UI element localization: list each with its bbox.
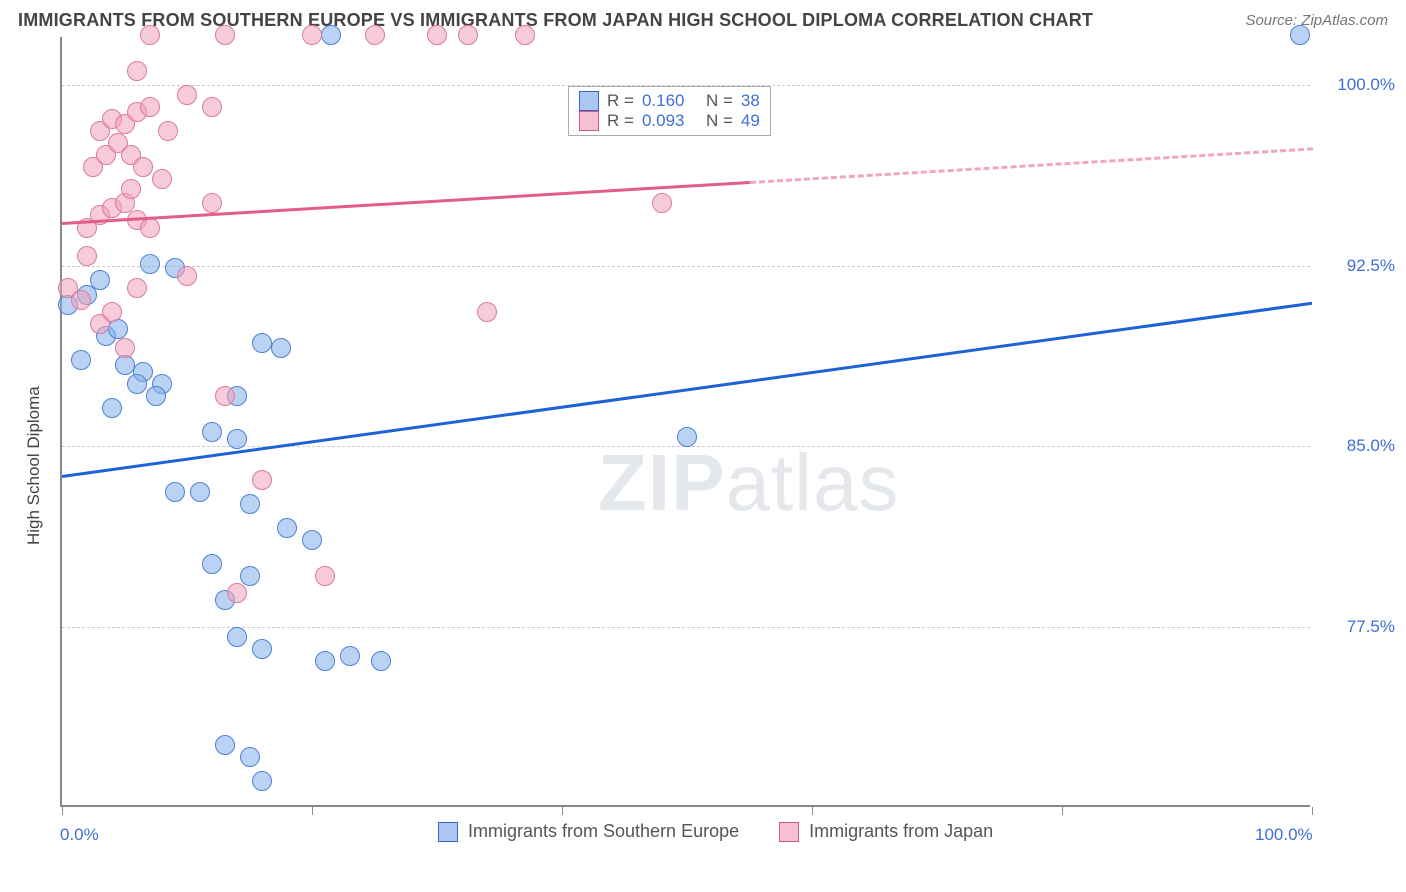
legend-r-label: R = [607,91,634,111]
data-point-japan [127,61,147,81]
data-point-southern-europe [315,651,335,671]
data-point-japan [477,302,497,322]
data-point-southern-europe [90,270,110,290]
data-point-japan [140,218,160,238]
legend-r-label: R = [607,111,634,131]
data-point-southern-europe [240,494,260,514]
data-point-japan [302,25,322,45]
data-point-southern-europe [202,554,222,574]
y-tick-label: 92.5% [1315,256,1395,276]
data-point-japan [252,470,272,490]
data-point-japan [121,179,141,199]
gridline [62,627,1310,628]
data-point-japan [177,85,197,105]
data-point-japan [215,25,235,45]
trend-line-japan [749,148,1312,185]
y-tick-label: 77.5% [1315,617,1395,637]
data-point-southern-europe [165,482,185,502]
data-point-japan [102,302,122,322]
data-point-southern-europe [146,386,166,406]
legend-r-value: 0.093 [642,111,698,131]
legend-label: Immigrants from Southern Europe [468,821,739,842]
legend-row: R = 0.160 N = 38 [579,91,760,111]
data-point-southern-europe [252,333,272,353]
data-point-japan [140,97,160,117]
data-point-southern-europe [340,646,360,666]
x-tick-label-max: 100.0% [1255,825,1313,845]
data-point-japan [227,583,247,603]
legend-series: Immigrants from Southern Europe Immigrant… [438,821,993,842]
data-point-southern-europe [302,530,322,550]
x-tick [62,807,63,815]
chart-source: Source: ZipAtlas.com [1245,12,1388,29]
legend-row: R = 0.093 N = 49 [579,111,760,131]
data-point-japan [158,121,178,141]
data-point-southern-europe [271,338,291,358]
data-point-southern-europe [371,651,391,671]
legend-r-value: 0.160 [642,91,698,111]
data-point-southern-europe [190,482,210,502]
legend-swatch [579,111,599,131]
data-point-southern-europe [71,350,91,370]
data-point-japan [458,25,478,45]
y-axis-label: High School Diploma [24,386,44,545]
chart-area: 100.0%92.5%85.0%77.5% 0.0% 100.0% High Scho… [18,37,1388,867]
data-point-japan [127,278,147,298]
y-tick-label: 85.0% [1315,436,1395,456]
data-point-southern-europe [677,427,697,447]
legend-correlation: R = 0.160 N = 38 R = 0.093 N = 49 [568,86,771,136]
plot-area: 100.0%92.5%85.0%77.5% [60,37,1310,807]
data-point-japan [177,266,197,286]
x-tick [312,807,313,815]
data-point-southern-europe [321,25,341,45]
data-point-japan [140,25,160,45]
trend-line-southern-europe [62,302,1312,478]
data-point-japan [365,25,385,45]
data-point-japan [152,169,172,189]
legend-swatch [579,91,599,111]
chart-title: IMMIGRANTS FROM SOUTHERN EUROPE VS IMMIG… [18,10,1093,31]
data-point-japan [202,97,222,117]
data-point-southern-europe [252,639,272,659]
legend-n-value: 49 [741,111,760,131]
gridline [62,266,1310,267]
data-point-japan [133,157,153,177]
data-point-japan [215,386,235,406]
data-point-southern-europe [252,771,272,791]
y-tick-label: 100.0% [1315,75,1395,95]
data-point-japan [71,290,91,310]
data-point-southern-europe [227,429,247,449]
data-point-southern-europe [277,518,297,538]
data-point-southern-europe [227,627,247,647]
legend-item: Immigrants from Japan [779,821,993,842]
data-point-japan [315,566,335,586]
data-point-japan [77,246,97,266]
chart-header: IMMIGRANTS FROM SOUTHERN EUROPE VS IMMIG… [0,0,1406,37]
legend-n-label: N = [706,111,733,131]
legend-n-value: 38 [741,91,760,111]
data-point-southern-europe [127,374,147,394]
data-point-southern-europe [102,398,122,418]
data-point-japan [652,193,672,213]
data-point-southern-europe [215,735,235,755]
x-tick [1062,807,1063,815]
legend-swatch [779,822,799,842]
x-tick [1312,807,1313,815]
legend-item: Immigrants from Southern Europe [438,821,739,842]
data-point-japan [515,25,535,45]
legend-swatch [438,822,458,842]
data-point-southern-europe [240,566,260,586]
data-point-japan [115,338,135,358]
legend-n-label: N = [706,91,733,111]
x-tick [812,807,813,815]
data-point-japan [427,25,447,45]
data-point-southern-europe [202,422,222,442]
data-point-japan [202,193,222,213]
legend-label: Immigrants from Japan [809,821,993,842]
data-point-southern-europe [140,254,160,274]
x-tick-label-min: 0.0% [60,825,99,845]
data-point-southern-europe [240,747,260,767]
data-point-southern-europe [1290,25,1310,45]
x-tick [562,807,563,815]
